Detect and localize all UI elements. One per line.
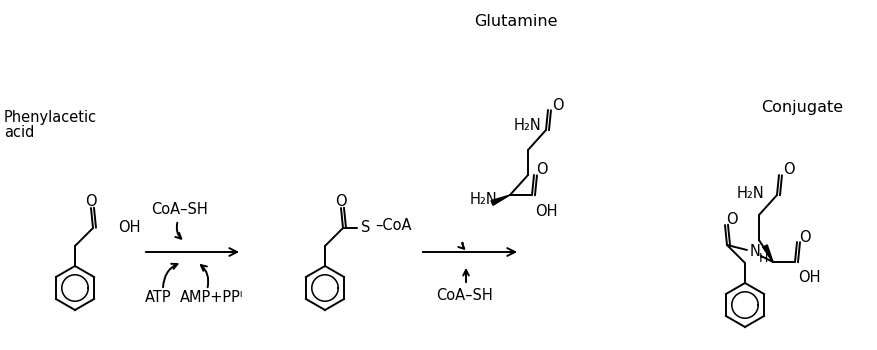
Text: O: O	[798, 230, 809, 245]
Text: S: S	[360, 220, 370, 236]
Text: OH: OH	[118, 220, 140, 236]
Text: AMP+PPᴵ: AMP+PPᴵ	[180, 290, 244, 306]
Text: O: O	[725, 212, 737, 228]
Text: H₂N: H₂N	[469, 193, 497, 208]
Text: O: O	[536, 162, 547, 177]
Text: H₂N: H₂N	[513, 118, 541, 133]
Text: O: O	[85, 194, 96, 209]
Text: ATP: ATP	[145, 290, 171, 306]
Text: OH: OH	[797, 271, 820, 286]
Text: OH: OH	[534, 203, 557, 218]
Text: CoA–SH: CoA–SH	[152, 203, 208, 217]
Text: CoA–SH: CoA–SH	[436, 287, 493, 302]
Text: O: O	[335, 194, 346, 209]
Text: Glutamine: Glutamine	[474, 14, 557, 29]
Text: H₂N: H₂N	[736, 186, 764, 201]
Text: O: O	[552, 98, 563, 112]
Text: Conjugate: Conjugate	[760, 100, 842, 115]
Text: –CoA: –CoA	[374, 218, 411, 233]
Text: N: N	[749, 245, 760, 259]
Polygon shape	[762, 245, 772, 262]
Polygon shape	[490, 195, 510, 205]
Text: O: O	[782, 162, 794, 177]
Text: acid: acid	[4, 125, 34, 140]
Text: H: H	[758, 252, 767, 266]
Text: Phenylacetic: Phenylacetic	[4, 110, 97, 125]
